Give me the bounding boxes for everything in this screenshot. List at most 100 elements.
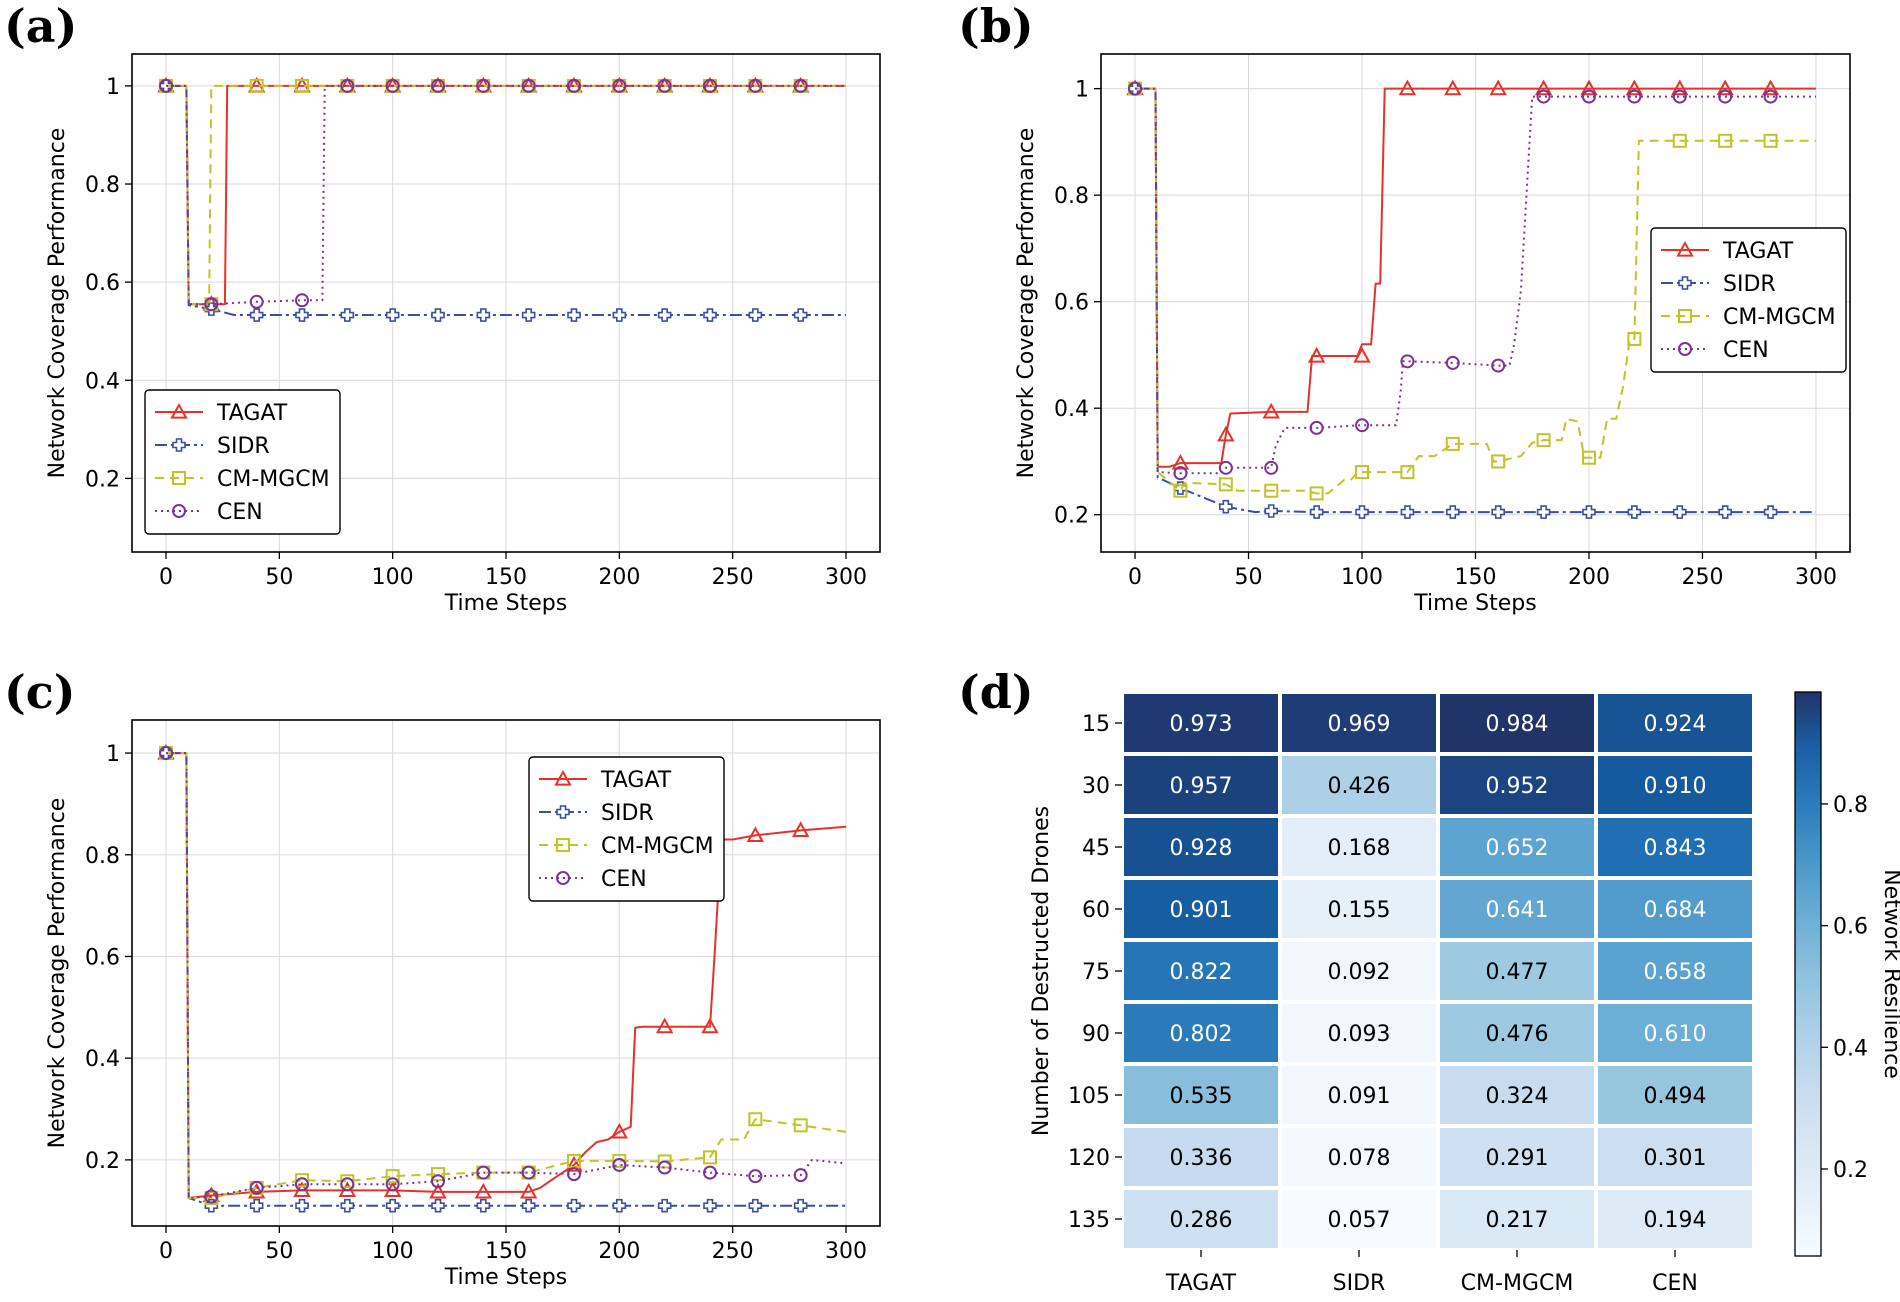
data-point-cen <box>1627 89 1642 104</box>
heatmap-cell-label: 0.093 <box>1328 1022 1391 1047</box>
heatmap-cell <box>1124 818 1278 876</box>
panel-label-b: (b) <box>958 0 1034 53</box>
legend-marker-cen <box>172 504 186 518</box>
data-point-sidr <box>340 308 355 322</box>
data-point-cen <box>748 1169 763 1184</box>
row-tick-label: 75 <box>1082 960 1110 985</box>
y-tick-label: 0.2 <box>1054 504 1089 529</box>
column-tick-label: SIDR <box>1333 1271 1386 1296</box>
data-point-cen <box>340 1177 355 1192</box>
heatmap-cell <box>1282 942 1436 1000</box>
data-point-sidr <box>567 308 581 322</box>
panel-label-d: (d) <box>958 665 1034 719</box>
colorbar-tick-label: 0.6 <box>1833 915 1868 940</box>
x-tick-label: 150 <box>485 565 527 590</box>
heatmap-cell-label: 0.843 <box>1644 836 1707 861</box>
series-line-cm-mgcm <box>166 752 847 1199</box>
legend-label-cen: CEN <box>217 500 263 525</box>
data-point-tagat <box>565 1155 583 1172</box>
x-tick-label: 250 <box>712 1239 754 1264</box>
x-tick-label: 150 <box>485 1239 527 1264</box>
legend-marker-cm-mgcm <box>172 471 186 485</box>
data-point-sidr <box>476 308 491 322</box>
data-point-sidr <box>1219 499 1233 514</box>
data-point-cen <box>657 1160 672 1175</box>
data-point-sidr <box>521 1198 536 1213</box>
data-point-cm-mgcm <box>1445 436 1460 451</box>
data-point-cen <box>204 1189 219 1204</box>
heatmap-d: 0.973 0.969 0.984 0.924 0.957 0.426 0.952 0.910… <box>1029 691 1900 1296</box>
y-tick-label: 0.6 <box>85 945 120 970</box>
legend-marker-sidr <box>556 805 570 819</box>
data-point-cen <box>612 1157 627 1172</box>
data-point-cm-mgcm <box>249 78 264 93</box>
data-point-sidr <box>1446 505 1460 519</box>
data-point-sidr <box>1718 505 1732 519</box>
data-point-cen <box>612 78 627 93</box>
data-point-cen <box>1400 354 1415 369</box>
colorbar <box>1794 691 1822 1257</box>
x-tick-label: 250 <box>1681 565 1723 590</box>
x-tick-label: 300 <box>825 1239 867 1264</box>
y-tick-label: 1 <box>106 742 120 767</box>
y-axis-title: Network Coverage Performance <box>1014 128 1039 479</box>
heatmap-cell-label: 0.802 <box>1170 1022 1233 1047</box>
x-tick-label: 300 <box>825 565 867 590</box>
column-tick-label: CM-MGCM <box>1461 1271 1574 1296</box>
data-point-tagat <box>791 821 810 837</box>
data-point-cm-mgcm <box>1536 433 1551 448</box>
row-tick-label: 60 <box>1082 898 1110 923</box>
legend-label-sidr: SIDR <box>1723 272 1776 297</box>
data-point-cen <box>703 1165 717 1180</box>
heatmap-cell <box>1440 880 1594 938</box>
legend-label-sidr: SIDR <box>601 801 654 826</box>
heatmap-cell-label: 0.078 <box>1328 1146 1391 1171</box>
data-point-sidr <box>657 308 672 322</box>
heatmap-cell <box>1282 694 1436 752</box>
heatmap-cell <box>1598 694 1752 752</box>
legend: TAGAT SIDR CM-MGCM CEN <box>1650 227 1847 373</box>
heatmap-cell <box>1124 1004 1278 1062</box>
legend-marker-sidr <box>1678 276 1692 290</box>
row-tick-label: 120 <box>1068 1146 1110 1171</box>
heatmap-cell-label: 0.928 <box>1170 836 1233 861</box>
heatmap-cell <box>1124 942 1278 1000</box>
data-point-cen <box>567 1167 581 1182</box>
legend-marker-tagat <box>554 769 572 786</box>
data-point-cen <box>385 1177 400 1192</box>
x-tick-label: 0 <box>1128 565 1142 590</box>
x-tick-label: 100 <box>372 565 414 590</box>
data-point-cen <box>295 293 309 308</box>
data-point-tagat <box>1307 346 1326 363</box>
data-point-cm-mgcm <box>1627 331 1642 346</box>
data-point-cm-mgcm <box>295 1173 309 1188</box>
data-point-sidr <box>1400 505 1415 519</box>
heatmap-cell-label: 0.091 <box>1328 1084 1391 1109</box>
row-tick-label: 45 <box>1082 836 1110 861</box>
series-line-cen <box>166 84 846 306</box>
heatmap-cell-label: 0.194 <box>1644 1208 1707 1233</box>
legend: TAGAT SIDR CM-MGCM CEN <box>528 756 725 902</box>
heatmap-cell <box>1598 818 1752 876</box>
x-axis-title: Time Steps <box>444 1265 567 1290</box>
row-tick-label: 90 <box>1082 1022 1110 1047</box>
data-point-cm-mgcm <box>748 1112 763 1127</box>
data-point-cm-mgcm <box>295 78 309 93</box>
line-chart-a: 0 50 100 150 200 250 300 0.2 0.4 0.6 0.8 1 Time Step… <box>45 53 881 616</box>
data-point-cm-mgcm <box>1173 483 1188 498</box>
data-point-tagat <box>1671 79 1689 96</box>
data-point-cen <box>431 1174 445 1189</box>
data-point-cen <box>793 1168 808 1183</box>
heatmap-cell <box>1440 1066 1594 1124</box>
heatmap-cell <box>1598 1004 1752 1062</box>
data-point-cen <box>249 294 264 309</box>
x-tick-label: 0 <box>159 1239 173 1264</box>
legend-label-cm-mgcm: CM-MGCM <box>217 467 330 492</box>
heatmap-cell <box>1124 1128 1278 1186</box>
data-point-sidr <box>703 308 717 322</box>
data-point-tagat <box>1444 79 1462 96</box>
heatmap-cell <box>1440 1190 1594 1248</box>
y-axis-title: Network Coverage Performance <box>45 128 70 479</box>
data-point-sidr <box>1627 505 1642 519</box>
data-point-tagat <box>247 1182 266 1199</box>
